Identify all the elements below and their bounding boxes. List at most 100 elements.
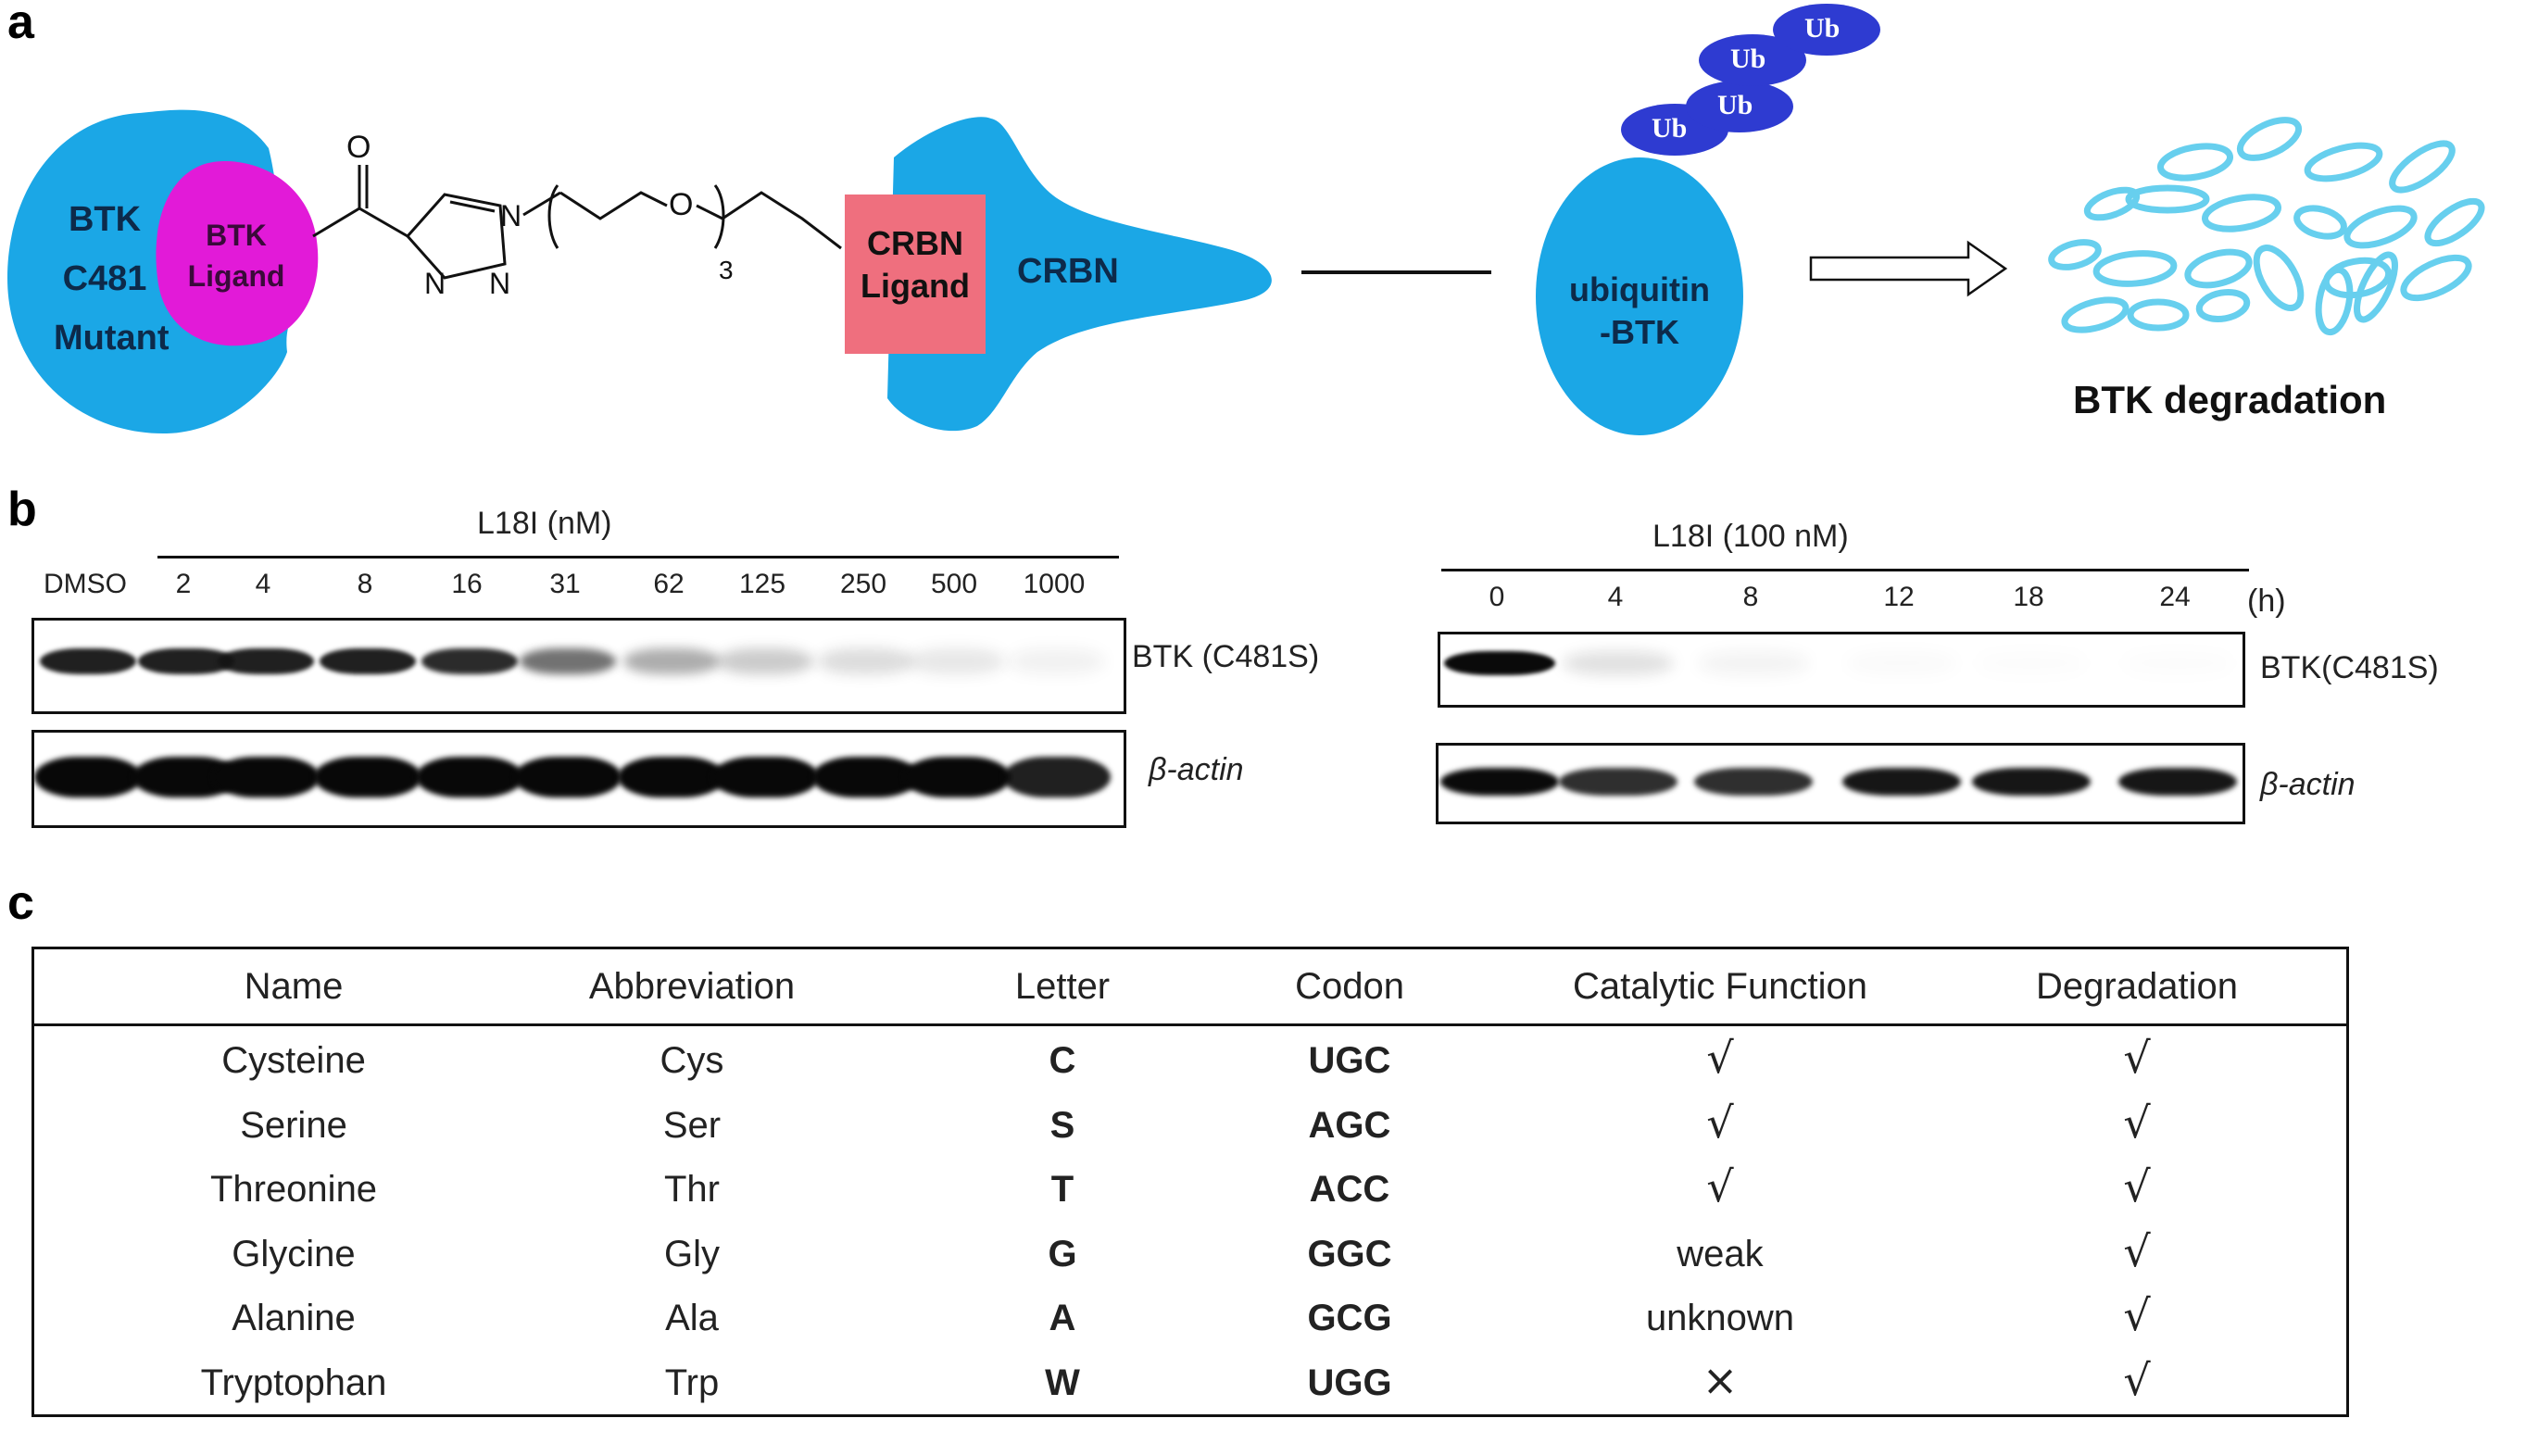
right-blot-lane-label: 4 (1607, 582, 1624, 612)
actin-band (1440, 768, 1559, 796)
btk-band (818, 648, 914, 674)
right-blot-title-rule (1441, 569, 2249, 571)
btk-band (1976, 651, 2087, 675)
triazole-n3: N (489, 267, 511, 300)
left-blot-lane-label: DMSO (44, 569, 127, 599)
degradation-label: BTK degradation (2073, 378, 2387, 421)
panel-letter-a: a (7, 0, 34, 49)
btk-ligand-shape (156, 161, 319, 346)
table-cell-degradation: √ (2123, 1097, 2151, 1148)
btk-ligand-label: BTK Ligand (187, 219, 285, 293)
right-blot-title: L18I (100 nM) (1652, 519, 1849, 554)
left-blot-btk-row-label: BTK (C481S) (1132, 639, 1320, 674)
table-cell-catalytic-function: √ (1706, 1097, 1734, 1148)
right-blot-actin-membrane (1436, 743, 2245, 824)
table-header-catalytic-function: Catalytic Function (1573, 966, 1867, 1007)
right-blot-unit: (h) (2247, 584, 2286, 619)
actin-band (2118, 768, 2237, 796)
triazole-n1: N (500, 199, 522, 232)
btk-fragments (2048, 117, 2485, 336)
table-cell-catalytic-function: unknown (1645, 1298, 1795, 1338)
right-blot-lane-label: 24 (2159, 582, 2191, 612)
actin-band (34, 757, 142, 797)
actin-band (212, 757, 320, 797)
crbn-ligand-box (845, 195, 986, 354)
left-blot-actin-membrane (31, 730, 1126, 828)
table-cell-degradation: √ (2123, 1225, 2151, 1276)
btk-band (421, 648, 518, 674)
left-blot-lane-label: 250 (839, 569, 887, 599)
panel-letter-c: c (7, 876, 34, 930)
right-blot-btk-row-label: BTK(C481S) (2260, 650, 2439, 685)
ub-label: Ub (1804, 13, 1841, 44)
protac-diagram (7, 4, 2485, 435)
table-cell-letter: C (1049, 1040, 1076, 1081)
btk-band (1846, 651, 1957, 675)
table-cell-letter: W (1045, 1362, 1080, 1403)
btk-band (623, 648, 720, 674)
actin-band (416, 757, 523, 797)
right-blot-btk-membrane (1438, 632, 2245, 708)
left-blot-lane-label: 2 (175, 569, 192, 599)
btk-band (717, 648, 813, 674)
ub-icon (1686, 81, 1793, 132)
table-cell-letter: A (1049, 1298, 1076, 1338)
actin-band (711, 757, 819, 797)
table-header-name: Name (244, 966, 344, 1007)
btk-band (1009, 648, 1105, 674)
right-blot-lane-label: 12 (1883, 582, 1915, 612)
btk-band (218, 648, 314, 674)
btk-band (320, 648, 416, 674)
actin-band (314, 757, 421, 797)
right-blot-lane-label: 0 (1489, 582, 1505, 612)
actin-band (1694, 768, 1813, 796)
table-cell-degradation: √ (2123, 1161, 2151, 1211)
ubiquitin-btk-shape (1536, 157, 1743, 435)
ub-label: Ub (1652, 113, 1688, 144)
left-blot-title-rule (157, 556, 1119, 559)
arrow-right-icon (1809, 240, 2008, 297)
table-cell-codon: UGG (1307, 1362, 1392, 1403)
amino-acid-table: Name Abbreviation Letter Codon Catalytic… (31, 947, 2349, 1417)
btk-band (40, 648, 136, 674)
left-blot-lane-label: 125 (738, 569, 786, 599)
table-header-rule (34, 1023, 2346, 1026)
table-cell-catalytic-function: √ (1706, 1161, 1734, 1211)
table-cell-letter: T (1050, 1169, 1074, 1210)
table-cell-abbreviation: Cys (660, 1040, 724, 1081)
right-blot-lane-label: 8 (1742, 582, 1759, 612)
table-cell-abbreviation: Thr (664, 1169, 720, 1210)
btk-band (1563, 651, 1674, 675)
actin-band (812, 757, 920, 797)
ether-oxygen: O (669, 187, 694, 222)
table-cell-name: Threonine (209, 1169, 378, 1210)
panel-letter-b: b (7, 483, 37, 536)
table-cell-degradation: √ (2123, 1290, 2151, 1340)
table-cell-name: Alanine (232, 1298, 356, 1338)
left-blot-title: L18I (nM) (477, 506, 612, 541)
ub-label: Ub (1717, 90, 1753, 120)
table-cell-codon: AGC (1308, 1104, 1391, 1146)
triazole-n2: N (424, 267, 446, 300)
table-cell-catalytic-function: × (1702, 1354, 1739, 1405)
left-blot-lane-label: 62 (653, 569, 685, 599)
btk-band (1444, 651, 1555, 675)
right-blot-actin-row-label: β-actin (2260, 767, 2356, 802)
table-cell-codon: ACC (1309, 1169, 1390, 1210)
ub-label: Ub (1730, 44, 1766, 74)
left-blot-lane-label: 1000 (1023, 569, 1086, 599)
actin-band (514, 757, 622, 797)
table-header-codon: Codon (1295, 966, 1404, 1007)
btk-band (1698, 651, 1809, 675)
table-cell-letter: S (1049, 1104, 1075, 1146)
actin-band (1842, 768, 1961, 796)
table-cell-name: Cysteine (221, 1040, 366, 1081)
btk-band (2122, 651, 2233, 675)
table-header-degradation: Degradation (2036, 966, 2238, 1007)
table-cell-catalytic-function: weak (1677, 1233, 1764, 1274)
table-cell-abbreviation: Gly (664, 1233, 720, 1274)
left-blot-lane-label: 500 (930, 569, 978, 599)
left-blot-actin-row-label: β-actin (1149, 752, 1244, 787)
actin-band (618, 757, 725, 797)
actin-band (903, 757, 1011, 797)
